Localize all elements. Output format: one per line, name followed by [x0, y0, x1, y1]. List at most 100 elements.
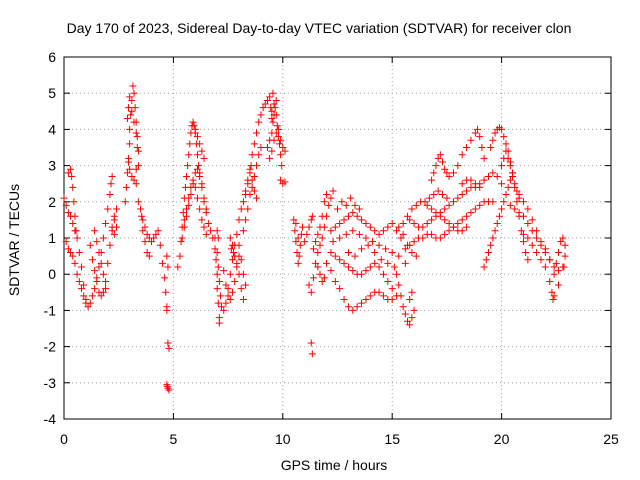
data-point	[342, 201, 350, 209]
data-point	[533, 234, 541, 242]
data-point	[268, 115, 276, 123]
data-point	[500, 198, 508, 206]
data-point	[430, 169, 438, 177]
data-point	[561, 241, 569, 249]
data-point	[316, 270, 324, 278]
data-point	[524, 220, 532, 228]
data-point	[401, 245, 409, 253]
data-point	[154, 227, 162, 235]
data-point	[428, 230, 436, 238]
data-point	[296, 241, 304, 249]
data-point	[237, 256, 245, 264]
data-point	[152, 230, 160, 238]
data-point	[75, 248, 83, 256]
data-point	[441, 165, 449, 173]
data-point	[215, 319, 223, 327]
data-point	[358, 216, 366, 224]
data-point	[371, 248, 379, 256]
data-point	[233, 259, 241, 267]
data-point	[99, 288, 107, 296]
data-point	[353, 303, 361, 311]
data-point	[449, 169, 457, 177]
data-point	[423, 201, 431, 209]
data-point	[458, 151, 466, 159]
data-point	[509, 172, 517, 180]
data-point	[344, 303, 352, 311]
data-point	[428, 205, 436, 213]
data-point	[454, 220, 462, 228]
data-point	[270, 100, 278, 108]
data-point	[130, 176, 138, 184]
data-point	[515, 191, 523, 199]
data-point	[276, 140, 284, 148]
data-point	[239, 296, 247, 304]
data-point	[248, 151, 256, 159]
data-point	[279, 144, 287, 151]
data-point	[213, 285, 221, 293]
data-point	[183, 205, 191, 213]
data-point	[67, 248, 75, 256]
data-point	[379, 292, 387, 300]
data-point	[399, 230, 407, 238]
data-point	[213, 270, 221, 278]
x-tick-label: 15	[384, 431, 400, 447]
data-point	[134, 198, 142, 206]
data-point	[436, 234, 444, 242]
data-point	[244, 205, 252, 213]
data-point	[95, 248, 103, 256]
data-point	[191, 183, 199, 191]
data-point	[511, 205, 519, 213]
data-point	[222, 299, 230, 307]
data-point	[436, 151, 444, 159]
data-point	[318, 277, 326, 285]
data-point	[250, 140, 258, 148]
data-point	[69, 183, 77, 191]
data-point	[193, 194, 201, 202]
data-point	[467, 176, 475, 184]
data-point	[384, 223, 392, 231]
data-point	[309, 245, 317, 253]
data-point	[393, 227, 401, 235]
data-point	[91, 227, 99, 235]
data-point	[187, 191, 195, 199]
data-point	[480, 176, 488, 184]
data-point	[104, 259, 112, 267]
data-point	[504, 183, 512, 191]
data-point	[73, 270, 81, 278]
data-point	[195, 162, 203, 170]
data-point	[412, 252, 420, 260]
data-point	[246, 191, 254, 199]
data-point	[401, 259, 409, 267]
data-point	[546, 277, 554, 285]
data-point	[408, 205, 416, 213]
x-tick-label: 10	[275, 431, 291, 447]
data-point	[362, 296, 370, 304]
data-point	[78, 285, 86, 293]
data-point	[500, 133, 508, 141]
data-point	[327, 194, 335, 202]
data-point	[294, 234, 302, 242]
data-point	[484, 248, 492, 256]
data-point	[340, 216, 348, 224]
data-point	[180, 216, 188, 224]
data-point	[218, 303, 226, 311]
data-point	[388, 296, 396, 304]
data-point	[454, 194, 462, 202]
data-point	[281, 147, 289, 155]
data-point	[164, 384, 172, 392]
y-tick-label: 0	[48, 266, 56, 282]
data-point	[314, 248, 322, 256]
data-point	[314, 263, 322, 271]
data-point	[263, 96, 271, 104]
data-point	[274, 133, 282, 141]
data-point	[292, 238, 300, 246]
data-point	[253, 129, 261, 137]
data-point	[327, 227, 335, 235]
data-point	[498, 162, 506, 170]
data-point	[331, 252, 339, 260]
data-point	[67, 165, 75, 173]
data-point	[231, 277, 239, 285]
data-point	[445, 227, 453, 235]
data-point	[228, 288, 236, 296]
data-point	[97, 292, 105, 300]
